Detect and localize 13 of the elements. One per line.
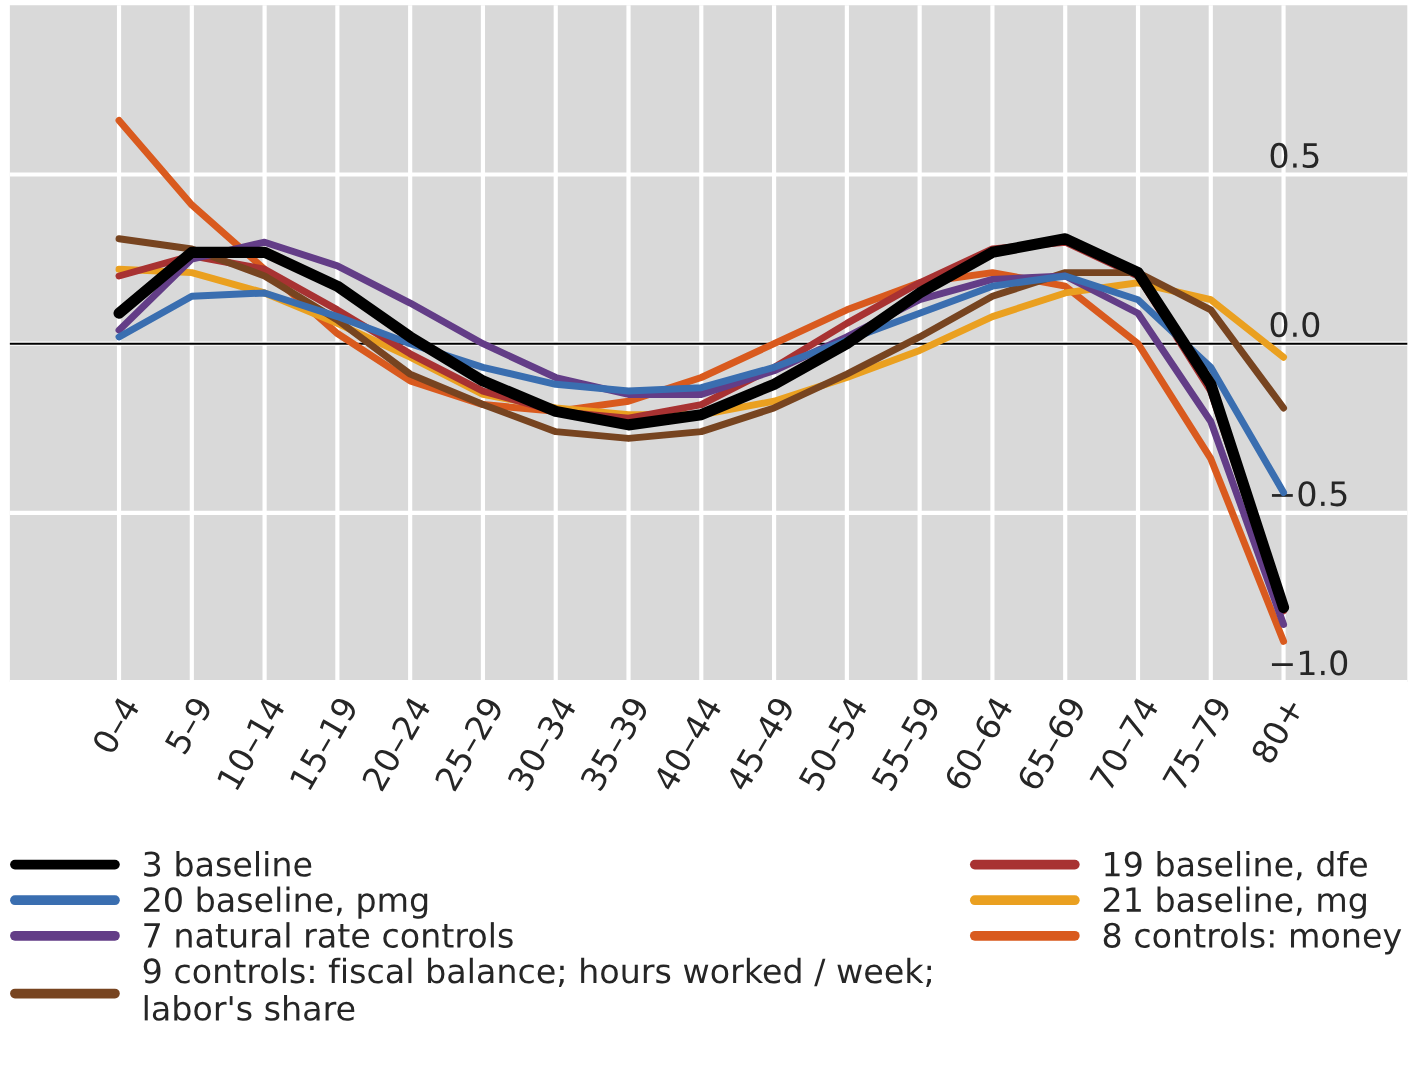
legend-label: 20 baseline, pmg	[144, 886, 428, 919]
legend-label: 21 baseline, mg	[1103, 886, 1366, 919]
y-tick-label: −0.5	[1271, 481, 1347, 507]
legend-label: 19 baseline, dfe	[1105, 850, 1367, 881]
x-tick-label: 5–9	[164, 695, 213, 755]
legend-label: 3 baseline	[144, 850, 312, 877]
legend-label: 9 controls: fiscal balance; hours worked / week; labor's share	[143, 957, 931, 1021]
y-tick-label: −1.0	[1271, 650, 1348, 676]
y-tick-label: 0.5	[1270, 142, 1319, 169]
x-tick-label: 0–4	[91, 695, 141, 756]
y-tick-label: 0.0	[1270, 312, 1320, 338]
legend-label: 8 controls: money	[1103, 922, 1402, 955]
legend-label: 7 natural rate controls	[144, 922, 513, 948]
